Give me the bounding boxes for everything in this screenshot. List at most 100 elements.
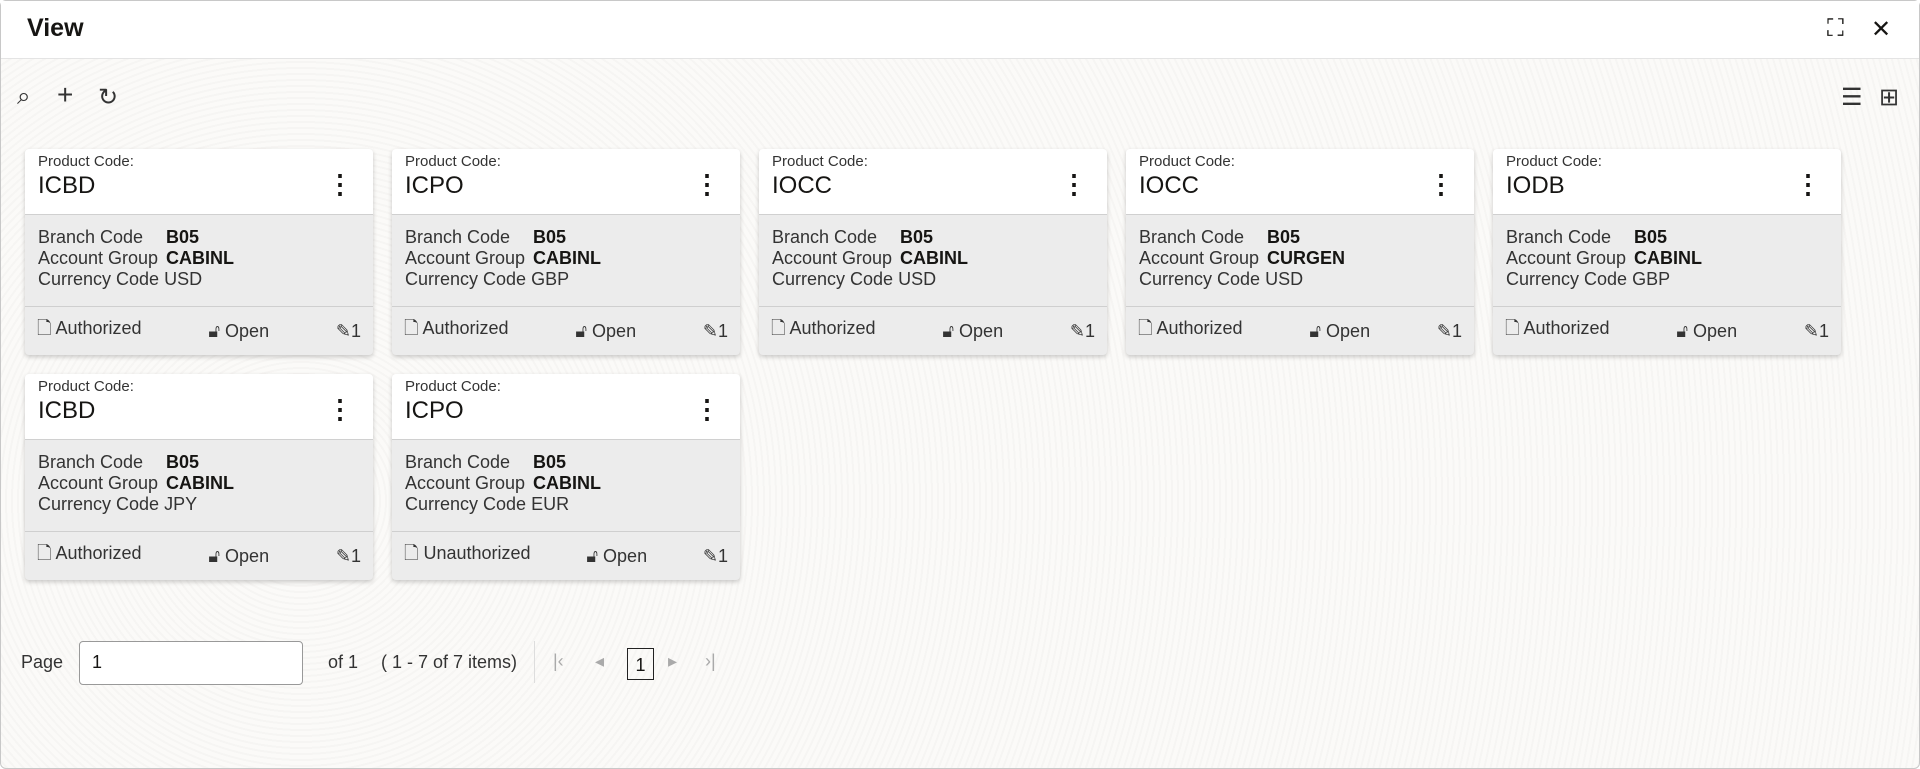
document-check-icon: 🗋 [771,318,786,338]
product-card[interactable]: Product Code: ICBD ⋮ Branch Code B05 Acco… [25,374,373,580]
branch-code-value: B05 [166,227,200,247]
branch-code-label: Branch Code [405,227,511,247]
card-footer: 🗋 Authorized 🔓︎ Open ✎1 [1126,307,1474,355]
auth-status: Authorized [55,318,142,338]
auth-status: Authorized [55,543,142,563]
account-group-label: Account Group [38,473,159,493]
unlock-icon: 🔓︎ [575,320,588,341]
currency-code-label: Currency Code [772,269,894,289]
branch-code-label: Branch Code [38,227,144,247]
branch-code-label: Branch Code [38,452,144,472]
product-code-label: Product Code: [405,378,501,395]
page-input[interactable]: 1 [79,641,303,685]
card-header: Product Code: ICBD ⋮ [25,149,373,215]
document-check-icon: 🗋 [404,318,419,338]
card-header: Product Code: ICBD ⋮ [25,374,373,440]
currency-code-label: Currency Code [38,494,160,514]
more-options-icon[interactable]: ⋮ [694,169,720,199]
card-footer: 🗋 Authorized 🔓︎ Open ✎1 [25,307,373,355]
currency-code-label: Currency Code [405,494,527,514]
more-options-icon[interactable]: ⋮ [327,394,353,424]
more-options-icon[interactable]: ⋮ [1795,169,1821,199]
divider [534,641,535,683]
product-card[interactable]: Product Code: IODB ⋮ Branch Code B05 Acco… [1493,149,1841,355]
modification-count: 1 [717,545,728,566]
modification-count: 1 [1818,320,1829,341]
items-count: ( 1 - 7 of 7 items) [381,652,518,672]
record-status: Open [1693,320,1738,341]
account-group-label: Account Group [405,473,526,493]
document-check-icon: 🗋 [37,318,52,338]
product-card[interactable]: Product Code: IOCC ⋮ Branch Code B05 Acco… [759,149,1107,355]
branch-code-label: Branch Code [405,452,511,472]
plus-icon[interactable]: + [57,79,74,110]
close-icon[interactable]: ✕ [1871,16,1892,43]
product-code-label: Product Code: [1139,153,1235,170]
modification-count: 1 [1451,320,1462,341]
first-page-icon[interactable]: |‹ [553,651,564,671]
card-body: Branch Code B05 Account Group CABINL Curre… [1493,215,1841,307]
product-card[interactable]: Product Code: ICPO ⋮ Branch Code B05 Acco… [392,374,740,580]
currency-code-label: Currency Code [38,269,160,289]
list-icon[interactable]: ☰ [1841,84,1863,111]
more-options-icon[interactable]: ⋮ [1428,169,1454,199]
card-header: Product Code: ICPO ⋮ [392,374,740,440]
auth-status: Unauthorized [423,543,531,563]
product-code-label: Product Code: [405,153,501,170]
account-group-label: Account Group [1139,248,1260,268]
card-header: Product Code: IOCC ⋮ [1126,149,1474,215]
auth-status: Authorized [1523,318,1610,338]
currency-code-value: USD [898,269,937,289]
account-group-label: Account Group [1506,248,1627,268]
more-options-icon[interactable]: ⋮ [1061,169,1087,199]
branch-code-label: Branch Code [1139,227,1245,247]
unlock-icon: 🔓︎ [586,545,599,566]
product-card[interactable]: Product Code: ICBD ⋮ Branch Code B05 Acco… [25,149,373,355]
of-pages: of 1 [328,652,359,672]
branch-code-value: B05 [533,227,567,247]
unlock-icon: 🔓︎ [1676,320,1689,341]
card-header: Product Code: IODB ⋮ [1493,149,1841,215]
currency-code-label: Currency Code [1139,269,1261,289]
product-code-value: ICBD [38,397,96,424]
edit-icon: ✎ [1803,320,1819,341]
branch-code-value: B05 [166,452,200,472]
product-code-label: Product Code: [38,153,134,170]
next-page-icon[interactable]: ▸ [668,651,678,671]
auth-status: Authorized [1156,318,1243,338]
currency-code-value: EUR [531,494,570,514]
product-code-value: ICPO [405,172,464,199]
product-code-value: IOCC [1139,172,1199,199]
refresh-icon[interactable]: ↻ [98,84,119,111]
branch-code-value: B05 [533,452,567,472]
account-group-value: CABINL [900,248,968,268]
page-1-button[interactable]: 1 [627,648,654,680]
currency-code-value: USD [164,269,203,289]
unlock-icon: 🔓︎ [208,545,221,566]
card-footer: 🗋 Authorized 🔓︎ Open ✎1 [25,532,373,580]
card-header: Product Code: IOCC ⋮ [759,149,1107,215]
branch-code-value: B05 [900,227,934,247]
auth-status: Authorized [789,318,876,338]
last-page-icon[interactable]: ›| [705,651,716,671]
card-footer: 🗋 Authorized 🔓︎ Open ✎1 [1493,307,1841,355]
modification-count: 1 [350,545,361,566]
account-group-value: CABINL [166,473,234,493]
branch-code-label: Branch Code [772,227,878,247]
more-options-icon[interactable]: ⋮ [327,169,353,199]
edit-icon: ✎ [702,545,718,566]
modification-count: 1 [717,320,728,341]
currency-code-value: GBP [1632,269,1671,289]
edit-icon: ✎ [335,320,351,341]
grid-icon[interactable]: ⊞ [1879,84,1900,111]
product-code-label: Product Code: [1506,153,1602,170]
collapse-icon[interactable]: ⛶ [1827,15,1844,42]
product-card[interactable]: Product Code: ICPO ⋮ Branch Code B05 Acco… [392,149,740,355]
record-status: Open [1326,320,1371,341]
search-icon[interactable]: ⌕ [17,83,31,110]
product-card[interactable]: Product Code: IOCC ⋮ Branch Code B05 Acco… [1126,149,1474,355]
prev-page-icon[interactable]: ◂ [595,651,605,671]
more-options-icon[interactable]: ⋮ [694,394,720,424]
page-label: Page [21,652,64,672]
